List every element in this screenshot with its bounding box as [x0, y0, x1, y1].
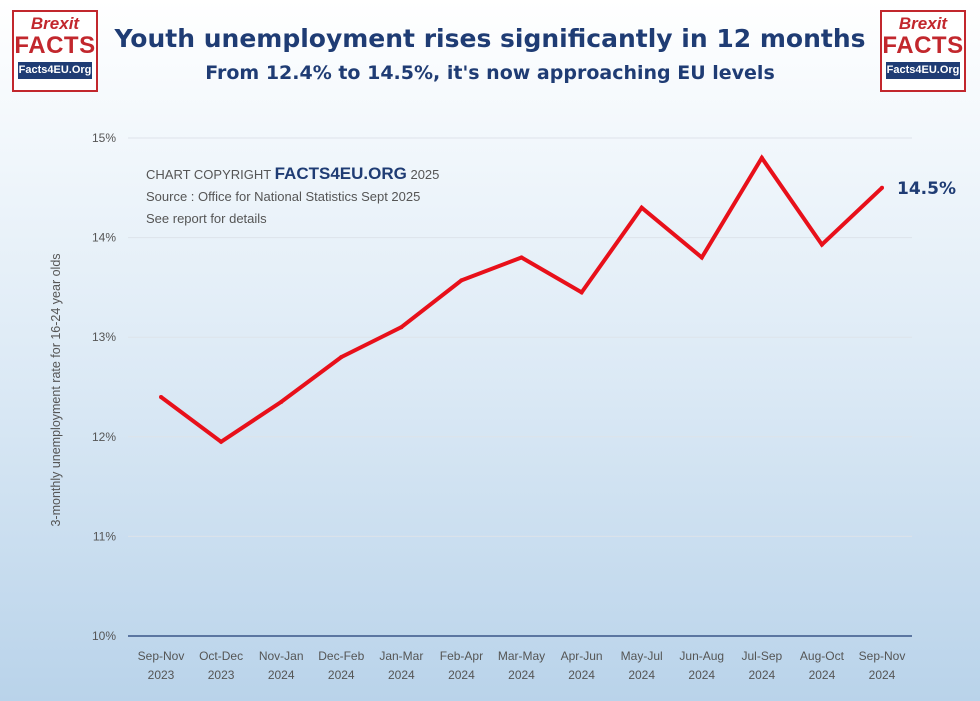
copyright-brand: FACTS4EU.ORG — [274, 164, 407, 183]
x-tick-label: Mar-May — [498, 649, 545, 663]
x-tick-label-year: 2024 — [869, 668, 896, 682]
logo-facts-text: FACTS — [882, 32, 964, 59]
logo-facts-text: FACTS — [14, 32, 96, 59]
x-tick-label-year: 2024 — [628, 668, 655, 682]
x-tick-label-year: 2024 — [388, 668, 415, 682]
x-tick-label: Dec-Feb — [318, 649, 364, 663]
report-note: See report for details — [146, 211, 267, 226]
data-point — [399, 325, 404, 330]
logo-brexit-text: Brexit — [898, 14, 948, 33]
x-tick-label: Apr-Jun — [561, 649, 603, 663]
x-tick-label-year: 2024 — [508, 668, 535, 682]
data-point — [339, 355, 344, 360]
x-tick-label-year: 2024 — [448, 668, 475, 682]
x-tick-label: Nov-Jan — [259, 649, 304, 663]
copyright-note: CHART COPYRIGHT FACTS4EU.ORG 2025 Source… — [146, 163, 439, 230]
y-tick-label: 13% — [92, 330, 116, 344]
data-point — [279, 399, 284, 404]
logo-url-text: Facts4EU.Org — [18, 62, 92, 79]
end-value-label: 14.5% — [897, 179, 956, 199]
data-point — [579, 290, 584, 295]
data-point — [819, 242, 824, 247]
data-point — [159, 394, 163, 399]
x-tick-label: Jul-Sep — [741, 649, 782, 663]
brexit-facts-logo-left: Brexit FACTS Facts4EU.Org — [12, 10, 98, 92]
x-tick-label: Sep-Nov — [138, 649, 185, 663]
data-point — [759, 155, 764, 160]
series-line — [159, 154, 884, 445]
y-tick-label: 14% — [92, 231, 116, 245]
y-tick-label: 10% — [92, 629, 116, 643]
data-point — [519, 255, 524, 260]
copyright-line: CHART COPYRIGHT FACTS4EU.ORG 2025 — [146, 163, 439, 186]
x-tick-label-year: 2024 — [328, 668, 355, 682]
x-tick-label-year: 2024 — [268, 668, 295, 682]
data-point — [219, 439, 224, 444]
copyright-year: 2025 — [410, 167, 440, 182]
brexit-facts-logo-right: Brexit FACTS Facts4EU.Org — [880, 10, 966, 92]
x-tick-label: Oct-Dec — [199, 649, 243, 663]
y-tick-label: 15% — [92, 131, 116, 145]
logo-url-text: Facts4EU.Org — [886, 62, 960, 79]
x-tick-label: Jun-Aug — [679, 649, 724, 663]
x-tick-label-year: 2023 — [148, 668, 175, 682]
x-tick-label-year: 2024 — [748, 668, 775, 682]
x-tick-label: Feb-Apr — [440, 649, 483, 663]
chart-subtitle: From 12.4% to 14.5%, it's now approachin… — [205, 62, 775, 84]
data-point — [639, 205, 644, 210]
x-tick-label: Aug-Oct — [800, 649, 845, 663]
x-tick-label-year: 2024 — [809, 668, 836, 682]
y-tick-label: 11% — [93, 529, 116, 543]
logo-brexit-text: Brexit — [30, 14, 80, 33]
x-tick-label-year: 2023 — [208, 668, 235, 682]
x-tick-label: Jan-Mar — [379, 649, 423, 663]
chart-title: Youth unemployment rises significantly i… — [114, 24, 866, 53]
x-tick-label: May-Jul — [621, 649, 663, 663]
source-line: Source : Office for National Statistics … — [146, 189, 421, 204]
data-point — [880, 185, 884, 190]
data-point — [699, 255, 704, 260]
x-tick-label-year: 2024 — [688, 668, 715, 682]
copyright-prefix: CHART COPYRIGHT — [146, 167, 271, 182]
x-tick-label-year: 2024 — [568, 668, 595, 682]
y-tick-label: 12% — [92, 430, 116, 444]
x-tick-label: Sep-Nov — [859, 649, 906, 663]
data-point — [459, 278, 464, 283]
